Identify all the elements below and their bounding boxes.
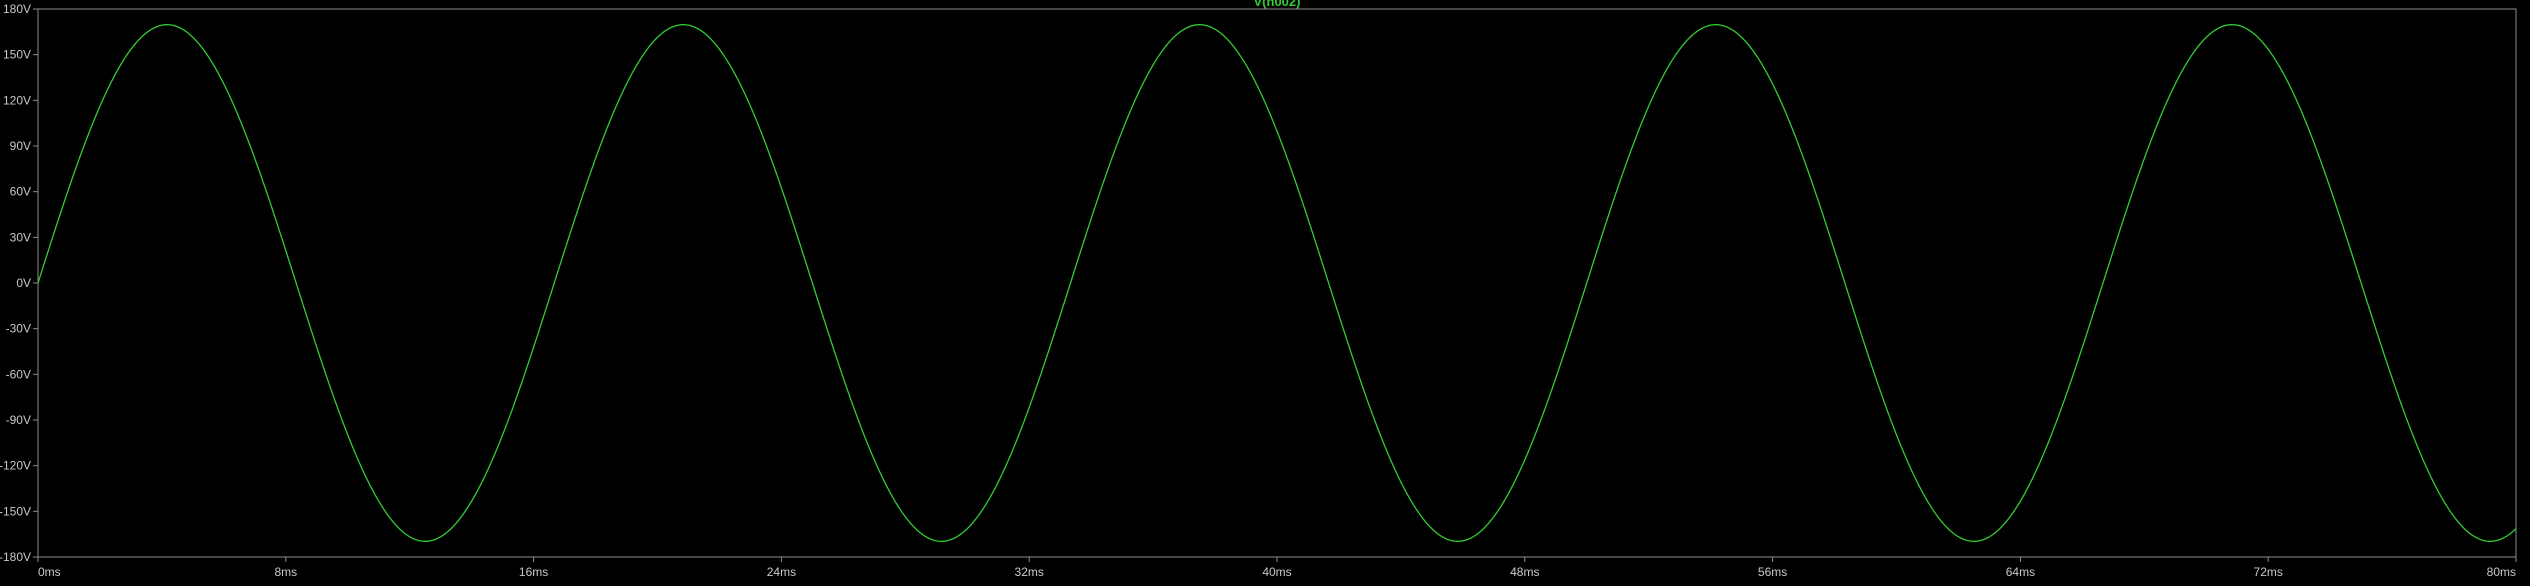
x-tick-label: 32ms <box>1015 565 1044 579</box>
y-tick-label: 90V <box>10 139 31 153</box>
y-tick-label: 120V <box>3 93 31 107</box>
y-tick-label: 30V <box>10 230 31 244</box>
x-tick-label: 24ms <box>767 565 796 579</box>
y-tick-label: -60V <box>6 367 31 381</box>
x-tick-label: 80ms <box>2487 565 2516 579</box>
series-line-vn002[interactable] <box>37 24 2517 542</box>
x-axis-ticks: 0ms 8ms 16ms 24ms 32ms 40ms 48ms 56ms 64ms 72ms 80… <box>37 557 2517 579</box>
trace-title[interactable]: V(n002) <box>1254 0 1301 9</box>
y-tick-label: -150V <box>0 504 31 518</box>
y-tick-label: 180V <box>3 2 31 16</box>
x-tick-label: 64ms <box>2006 565 2035 579</box>
x-tick-label: 56ms <box>1758 565 1787 579</box>
y-tick-label: -30V <box>6 322 31 336</box>
x-tick-label: 0ms <box>38 565 61 579</box>
plot-frame <box>37 8 2517 558</box>
x-tick-label: 16ms <box>519 565 548 579</box>
y-tick-label: -180V <box>0 550 31 564</box>
x-tick-label: 48ms <box>1510 565 1539 579</box>
y-tick-label: -120V <box>0 459 31 473</box>
y-tick-label: 150V <box>3 48 31 62</box>
y-tick-label: -90V <box>6 413 31 427</box>
y-axis-ticks: 180V 150V 120V 90V 60V 30V 0V -30V -60V -90V -120V… <box>0 2 38 564</box>
y-tick-label: 0V <box>16 276 31 290</box>
x-tick-label: 8ms <box>274 565 297 579</box>
y-tick-label: 60V <box>10 185 31 199</box>
x-tick-label: 40ms <box>1262 565 1291 579</box>
x-tick-label: 72ms <box>2254 565 2283 579</box>
